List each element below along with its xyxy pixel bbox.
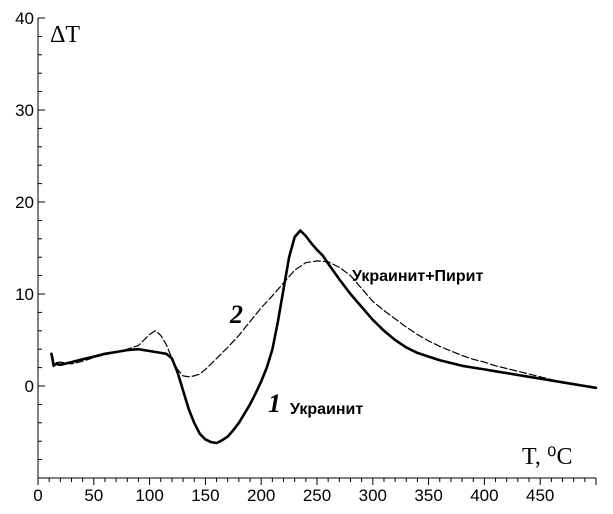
x-tick-label: 250 (303, 486, 331, 505)
series-1-label: Украинит (290, 401, 363, 418)
x-tick-label: 300 (359, 486, 387, 505)
tick-labels: 0 50 100 150 200 250 300 350 400 450 0 10 20 30 40 (15, 9, 554, 505)
x-tick-label: 200 (247, 486, 275, 505)
series-line-1 (50, 229, 598, 445)
series-lines (50, 229, 598, 445)
x-tick-label: 350 (414, 486, 442, 505)
series-1-number: 1 (268, 389, 281, 418)
series-2-label: Украинит+Пирит (352, 268, 483, 285)
x-tick-label: 450 (526, 486, 554, 505)
x-tick-label: 400 (470, 486, 498, 505)
x-tick-label: 0 (33, 486, 42, 505)
x-axis-title: T, ⁰C (522, 444, 573, 470)
y-axis-title: ΔT (50, 22, 80, 48)
y-tick-label: 20 (15, 193, 34, 212)
y-tick-label: 40 (15, 9, 34, 28)
x-tick-label: 150 (191, 486, 219, 505)
y-tick-label: 30 (15, 101, 34, 120)
x-tick-label: 100 (135, 486, 163, 505)
tick-marks (37, 17, 597, 485)
x-tick-label: 50 (84, 486, 103, 505)
series-2-number: 2 (229, 300, 243, 329)
series-line-2 (50, 260, 597, 390)
y-tick-label: 10 (15, 285, 34, 304)
y-tick-label: 0 (25, 377, 34, 396)
